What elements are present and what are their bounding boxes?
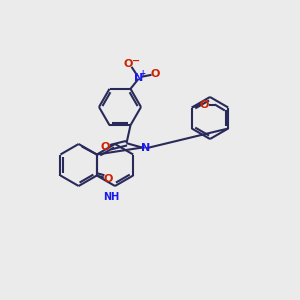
Text: O: O xyxy=(124,59,133,69)
Text: N: N xyxy=(134,73,143,83)
Text: −: − xyxy=(132,56,141,66)
Text: NH: NH xyxy=(103,192,119,202)
Text: N: N xyxy=(141,143,150,153)
Text: O: O xyxy=(103,175,112,184)
Text: +: + xyxy=(140,69,146,78)
Text: O: O xyxy=(101,142,110,152)
Text: O: O xyxy=(199,100,208,110)
Text: O: O xyxy=(151,69,160,79)
